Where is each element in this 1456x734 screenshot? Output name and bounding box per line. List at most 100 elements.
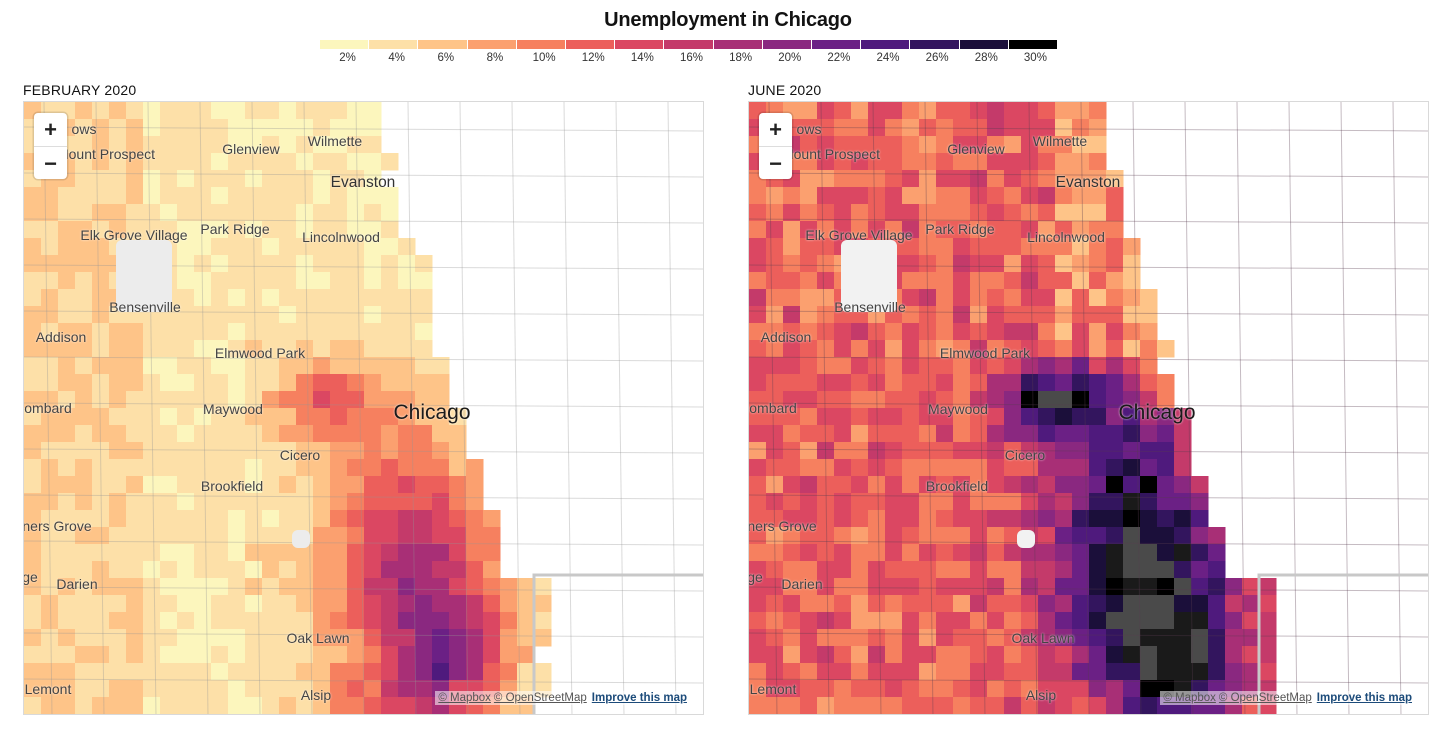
place-label: Evanston (330, 174, 396, 191)
map-june-2020[interactable]: Mount Prospect Glenview Wilmette Evanston El… (748, 101, 1429, 715)
place-label: Park Ridge (925, 221, 995, 237)
legend-tick: 30% (1023, 52, 1047, 64)
place-label: Maywood (928, 401, 988, 417)
legend-color-bar (320, 40, 1058, 49)
legend-tick: 2% (339, 52, 356, 64)
zoom-control: + − (759, 113, 792, 179)
map-label-june: JUNE 2020 (748, 82, 822, 98)
map-label-february: FEBRUARY 2020 (23, 82, 137, 98)
legend-swatch (516, 40, 567, 49)
place-label: Park Ridge (200, 221, 270, 237)
place-label: Elmwood Park (214, 345, 306, 361)
legend-swatch (467, 40, 517, 49)
place-label: Chicago (1118, 401, 1196, 424)
zoom-in-button[interactable]: + (769, 116, 782, 142)
legend-tick: 12% (581, 52, 605, 64)
road-network (749, 102, 1428, 714)
legend-tick: 18% (729, 52, 753, 64)
place-label: Glenview (222, 141, 280, 157)
legend-tick: 14% (630, 52, 654, 64)
map-attribution: © Mapbox © OpenStreetMap Improve this map (1160, 691, 1418, 705)
place-label: ombard (749, 400, 797, 416)
map-february-2020[interactable]: Mount Prospect Glenview Wilmette Evanston El… (23, 101, 704, 715)
mapbox-attribution-link[interactable]: © Mapbox (1163, 692, 1216, 704)
place-label: Mount Prospect (781, 146, 881, 162)
place-label: ows (796, 121, 822, 137)
no-data-area (116, 240, 172, 312)
place-label: Oak Lawn (286, 630, 350, 646)
osm-attribution-link[interactable]: © OpenStreetMap (1218, 692, 1312, 704)
legend-swatch (812, 40, 862, 49)
place-label: Glenview (947, 141, 1005, 157)
no-data-area (1017, 530, 1035, 548)
zoom-in-button[interactable]: + (44, 116, 57, 142)
legend-swatch (910, 40, 960, 49)
place-label: ge (23, 569, 38, 585)
legend-swatch (418, 40, 468, 49)
place-label: Alsip (300, 687, 332, 703)
zoom-control: + − (34, 113, 67, 179)
legend-swatch (861, 40, 911, 49)
place-label: Alsip (1025, 687, 1057, 703)
chart-title: Unemployment in Chicago (604, 9, 852, 31)
place-label: Darien (781, 576, 823, 592)
legend-swatch (664, 40, 714, 49)
osm-attribution-link[interactable]: © OpenStreetMap (493, 692, 587, 704)
zoom-out-button[interactable]: − (34, 146, 67, 180)
place-label: ge (748, 569, 763, 585)
place-label: ombard (24, 400, 72, 416)
place-label: Brookfield (200, 478, 264, 494)
legend-swatch (762, 40, 813, 49)
legend-tick: 16% (679, 52, 704, 64)
place-label: Elmwood Park (939, 345, 1031, 361)
place-label: ners Grove (23, 518, 92, 534)
mapbox-attribution-link[interactable]: © Mapbox (438, 692, 491, 704)
legend-swatch (615, 40, 665, 49)
place-label: Wilmette (1032, 133, 1088, 149)
state-boundary (532, 573, 703, 714)
place-label: Wilmette (307, 133, 363, 149)
legend-tick: 10% (532, 52, 556, 64)
census-tracts (749, 102, 1277, 714)
legend-tick: 6% (437, 52, 455, 64)
road-network (24, 102, 703, 714)
zoom-out-button[interactable]: − (759, 146, 792, 180)
place-label: Lincolnwood (1027, 229, 1105, 245)
place-label: Maywood (203, 401, 263, 417)
place-label: Cicero (279, 447, 321, 463)
place-label: Bensenville (109, 299, 181, 315)
place-label: Lemont (749, 681, 797, 697)
place-label: Evanston (1055, 174, 1121, 191)
place-label: Cicero (1004, 447, 1046, 463)
place-label: Lincolnwood (302, 229, 380, 245)
legend-swatch (713, 40, 763, 49)
legend-tick: 4% (388, 52, 405, 64)
legend-tick-labels: 2% 4% 6% 8% 10% 12% 14% 16% 18% 20% 22% 24% 26% 28% 30… (320, 52, 1057, 70)
map-attribution: © Mapbox © OpenStreetMap Improve this map (435, 691, 693, 705)
place-label: Elk Grove Village (805, 227, 913, 243)
legend-tick: 8% (486, 52, 504, 64)
place-label: Addison (760, 329, 812, 345)
census-tracts (24, 102, 552, 714)
legend-swatch (1008, 40, 1058, 49)
place-label: Elk Grove Village (80, 227, 188, 243)
improve-map-link[interactable]: Improve this map (591, 692, 687, 704)
legend-swatch (320, 40, 370, 49)
legend-tick: 28% (974, 52, 998, 64)
no-data-area (841, 240, 897, 312)
place-label: Addison (35, 329, 87, 345)
legend-tick: 22% (827, 52, 851, 64)
place-label: Oak Lawn (1011, 630, 1075, 646)
legend-tick: 26% (925, 52, 949, 64)
legend-swatch (369, 40, 419, 49)
legend-tick: 20% (778, 52, 802, 64)
place-label: Brookfield (925, 478, 989, 494)
place-label: Bensenville (834, 299, 906, 315)
choropleth-layer (24, 102, 703, 714)
improve-map-link[interactable]: Improve this map (1316, 692, 1412, 704)
no-data-area (292, 530, 310, 548)
place-label: Mount Prospect (56, 146, 156, 162)
state-boundary (1257, 573, 1428, 714)
place-label: Chicago (393, 401, 471, 424)
color-legend: 2% 4% 6% 8% 10% 12% 14% 16% 18% 20% 22% 24% 26% 28% 30… (320, 40, 1058, 70)
